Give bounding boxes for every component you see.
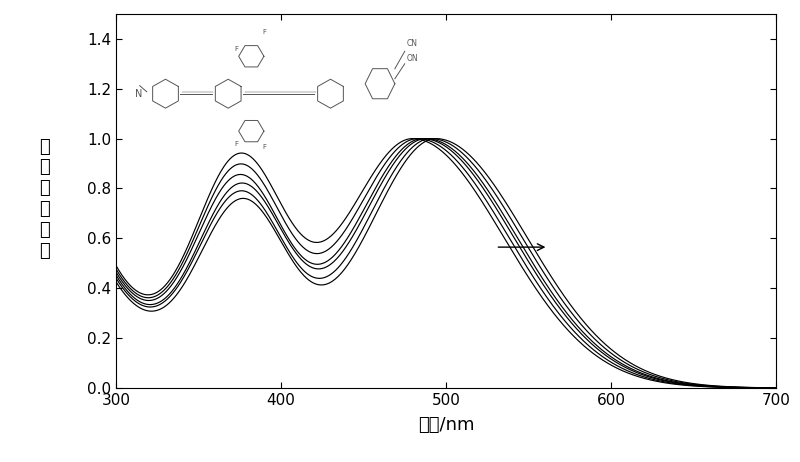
Text: F: F — [235, 141, 239, 147]
Text: CN: CN — [406, 39, 418, 49]
Text: N: N — [135, 89, 142, 99]
Text: ON: ON — [406, 54, 418, 63]
Text: F: F — [263, 29, 267, 35]
Text: 归
一
化
吸
收
值: 归 一 化 吸 收 值 — [38, 138, 50, 260]
Text: F: F — [263, 144, 267, 150]
X-axis label: 波长/nm: 波长/nm — [418, 416, 474, 434]
Text: F: F — [235, 46, 239, 52]
